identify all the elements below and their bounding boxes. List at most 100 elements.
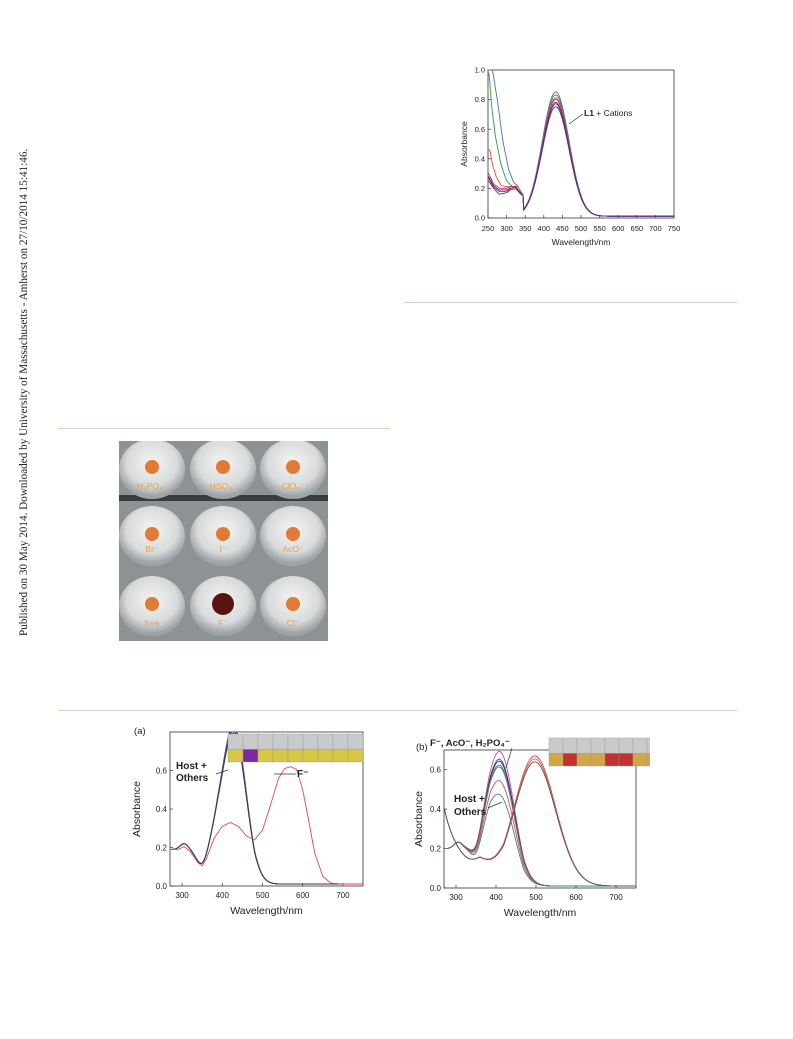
y-tick-label: 0.0 [430, 884, 442, 893]
well-label: HSO₄⁻ [210, 481, 237, 491]
x-tick-label: 400 [216, 891, 230, 900]
annotation-pointer [568, 113, 584, 125]
sample-spot [212, 593, 234, 615]
x-tick-label: 500 [575, 224, 588, 233]
chart-l1-cations: 250 300 350 400 450 500 550 600 650 700 750 0.0 0.2 0… [459, 66, 681, 247]
x-axis-label: Wavelength/nm [504, 907, 577, 919]
vial-top [332, 733, 349, 750]
y-tick-label: 0.6 [156, 766, 168, 775]
x-tick-label: 350 [519, 224, 532, 233]
sample-spot [286, 460, 300, 474]
vial-solution [576, 753, 592, 767]
x-tick-label: 600 [569, 893, 583, 902]
download-note-text: Published on 30 May 2014. Downloaded by … [18, 148, 30, 636]
vial-top [347, 733, 364, 750]
anion-label: F⁻, AcO⁻, H₂PO₄⁻ [430, 738, 510, 749]
y-axis-label: Absorbance [459, 121, 469, 167]
vial-top [548, 737, 564, 754]
y-tick-label: 0.2 [475, 184, 485, 193]
well-label: free [145, 618, 160, 628]
vial-top [287, 733, 304, 750]
series-line-10 [443, 761, 636, 887]
y-tick-label: 0.8 [475, 95, 485, 104]
sample-spot [286, 597, 300, 611]
others-label: Others [176, 773, 209, 784]
y-tick-label: 0.4 [430, 805, 442, 814]
x-tick-label: 400 [538, 224, 551, 233]
x-tick-label: 750 [668, 224, 681, 233]
anion-pointer [505, 747, 513, 769]
x-tick-label: 500 [256, 891, 270, 900]
vial-solution [632, 753, 648, 767]
panel-label: (b) [416, 742, 428, 753]
panel-label: (a) [134, 726, 146, 737]
x-tick-label: 450 [556, 224, 569, 233]
x-tick-label: 700 [609, 893, 623, 902]
annotation-bold: L1 [584, 108, 594, 118]
sample-spot [145, 597, 159, 611]
well-label: F⁻ [218, 618, 228, 628]
vial-solution [272, 749, 289, 763]
x-tick-label: 300 [175, 891, 189, 900]
vial-solution [302, 749, 319, 763]
y-tick-label: 0.4 [156, 805, 168, 814]
series-line-6 [170, 732, 363, 885]
plot-frame [443, 749, 637, 889]
sample-spot [145, 527, 159, 541]
vial-solution [347, 749, 364, 763]
sample-spot [145, 460, 159, 474]
x-axis-label: Wavelength/nm [552, 237, 611, 247]
chart-panel-a: 300 400 500 600 700 0.0 0.2 0.4 0.6 Wavelength/nm… [131, 726, 364, 917]
y-tick-label: 0.2 [156, 843, 168, 852]
y-tick-label: 0.2 [430, 844, 442, 853]
series-line-5 [488, 101, 674, 217]
y-axis-label: Absorbance [413, 791, 425, 847]
annotation-label: L1 + Cations [584, 108, 632, 118]
well-label: I⁻ [220, 544, 227, 554]
series-line-3 [444, 760, 636, 887]
vial-top [227, 733, 244, 750]
y-tick-label: 0.6 [430, 766, 442, 775]
series-line-7 [170, 766, 363, 885]
inset-vials [227, 733, 364, 763]
vial-solution [618, 753, 634, 767]
vial-solution [257, 749, 274, 763]
host-pointer [487, 801, 503, 809]
vial-top [590, 737, 606, 754]
sample-spot [216, 527, 230, 541]
host-pointer [215, 769, 229, 775]
vial-top [302, 733, 319, 750]
y-axis-label: Absorbance [131, 781, 143, 837]
x-tick-label: 700 [336, 891, 350, 900]
x-tick-label: 600 [296, 891, 310, 900]
vial-top [646, 737, 650, 754]
series-line-1 [444, 750, 636, 887]
series-line-7 [444, 793, 636, 887]
rule-top-right [404, 302, 737, 303]
vial-top [272, 733, 289, 750]
y-tick-label: 0.6 [475, 125, 485, 134]
well-label: Br⁻ [146, 544, 160, 554]
y-tick-label: 1.0 [475, 66, 485, 75]
annotation-rest: + Cations [594, 108, 633, 118]
y-tick-label: 0.0 [156, 882, 168, 891]
series-line-7 [488, 106, 674, 217]
series-line-4 [444, 764, 636, 887]
well-label: AcO⁻ [282, 544, 304, 554]
vial-top [257, 733, 274, 750]
x-tick-label: 650 [631, 224, 644, 233]
well-label: ClO₄⁻ [282, 481, 305, 491]
vial-solution [227, 749, 244, 763]
x-tick-label: 550 [593, 224, 606, 233]
well-label: H₂PO₄⁻ [137, 481, 167, 491]
download-note: Published on 30 May 2014. Downloaded by … [2, 0, 30, 1039]
x-axis-label: Wavelength/nm [230, 905, 303, 917]
x-tick-label: 500 [529, 893, 543, 902]
y-tick-label: 0.4 [475, 154, 485, 163]
series-line-1 [488, 69, 674, 217]
others-label: Others [454, 807, 487, 818]
series-line-2 [444, 758, 636, 887]
vial-top [562, 737, 578, 754]
host-label: Host + [176, 761, 207, 772]
vial-solution [646, 753, 650, 767]
